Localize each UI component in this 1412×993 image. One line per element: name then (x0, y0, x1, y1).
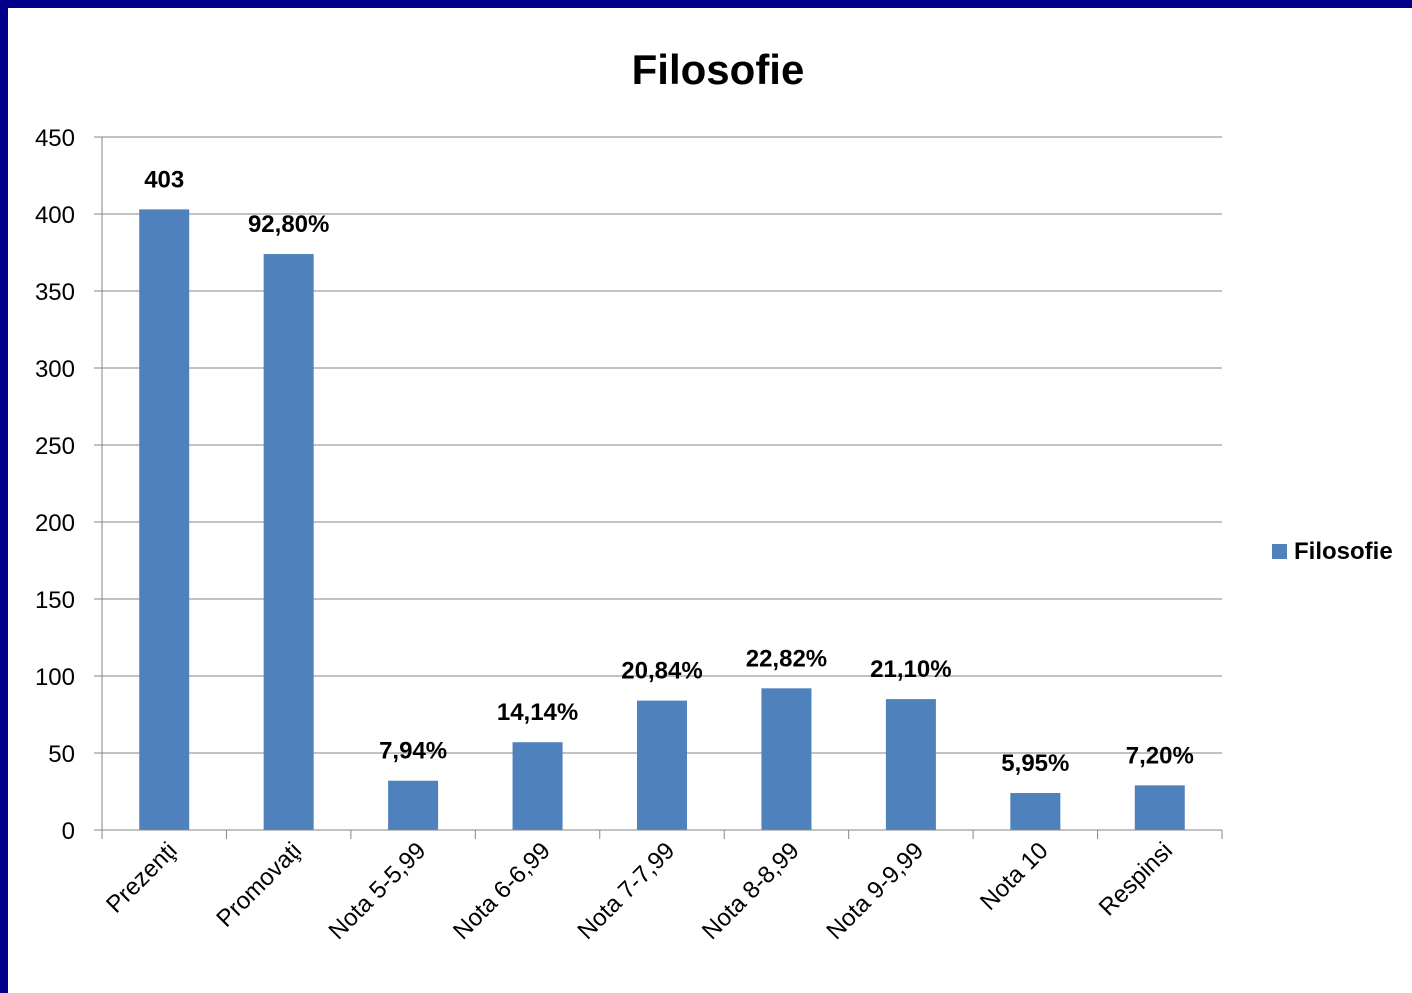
bar (512, 742, 563, 830)
bar (139, 209, 190, 830)
y-tick-label: 450 (35, 125, 75, 152)
data-label: 5,95% (1001, 750, 1069, 777)
y-tick-label: 0 (62, 818, 75, 845)
y-tick-label: 400 (35, 202, 75, 229)
y-tick-label: 350 (35, 279, 75, 306)
bar (388, 780, 439, 830)
x-tick-label: Nota 9-9,99 (821, 837, 929, 945)
data-labels: 403 92,80% 7,94% 14,14% 20,84% 22,82% 21,10% 5,… (144, 166, 1194, 777)
legend: Filosofie (1272, 538, 1393, 565)
bar-chart: Filosofie 0 50 100 150 200 250 300 350 400 450 40… (35, 46, 1393, 945)
chart-frame: Filosofie 0 50 100 150 200 250 300 350 400 450 40… (8, 8, 1412, 993)
x-tick-label: Promovaţi (211, 837, 306, 932)
bar (761, 688, 812, 830)
y-tick-label: 50 (48, 741, 75, 768)
data-label: 92,80% (248, 211, 329, 238)
data-label: 22,82% (746, 645, 827, 672)
x-tick-label: Respinsi (1094, 837, 1178, 921)
bar (885, 699, 936, 830)
legend-label: Filosofie (1294, 538, 1393, 565)
y-tick-label: 150 (35, 587, 75, 614)
data-label: 403 (144, 166, 184, 193)
bar (1134, 785, 1185, 830)
bar (263, 254, 314, 831)
y-axis-ticks: 0 50 100 150 200 250 300 350 400 450 (35, 125, 102, 845)
data-label: 7,20% (1126, 742, 1194, 769)
y-tick-label: 250 (35, 433, 75, 460)
x-tick-label: Prezenţi (101, 837, 182, 918)
bars (139, 209, 1185, 831)
chart-title: Filosofie (632, 46, 805, 93)
data-label: 21,10% (870, 656, 951, 683)
y-tick-label: 300 (35, 356, 75, 383)
bar (1010, 793, 1061, 830)
bar (637, 700, 687, 830)
data-label: 20,84% (621, 658, 702, 685)
x-tick-label: Nota 6-6,99 (448, 837, 556, 945)
data-label: 7,94% (379, 738, 447, 765)
x-tick-label: Nota 7-7,99 (572, 837, 680, 945)
x-tick-label: Nota 5-5,99 (324, 837, 432, 945)
y-tick-label: 200 (35, 510, 75, 537)
data-label: 14,14% (497, 699, 578, 726)
x-tick-label: Nota 10 (975, 837, 1054, 916)
x-tick-label: Nota 8-8,99 (697, 837, 805, 945)
y-tick-label: 100 (35, 664, 75, 691)
legend-swatch (1272, 544, 1287, 559)
